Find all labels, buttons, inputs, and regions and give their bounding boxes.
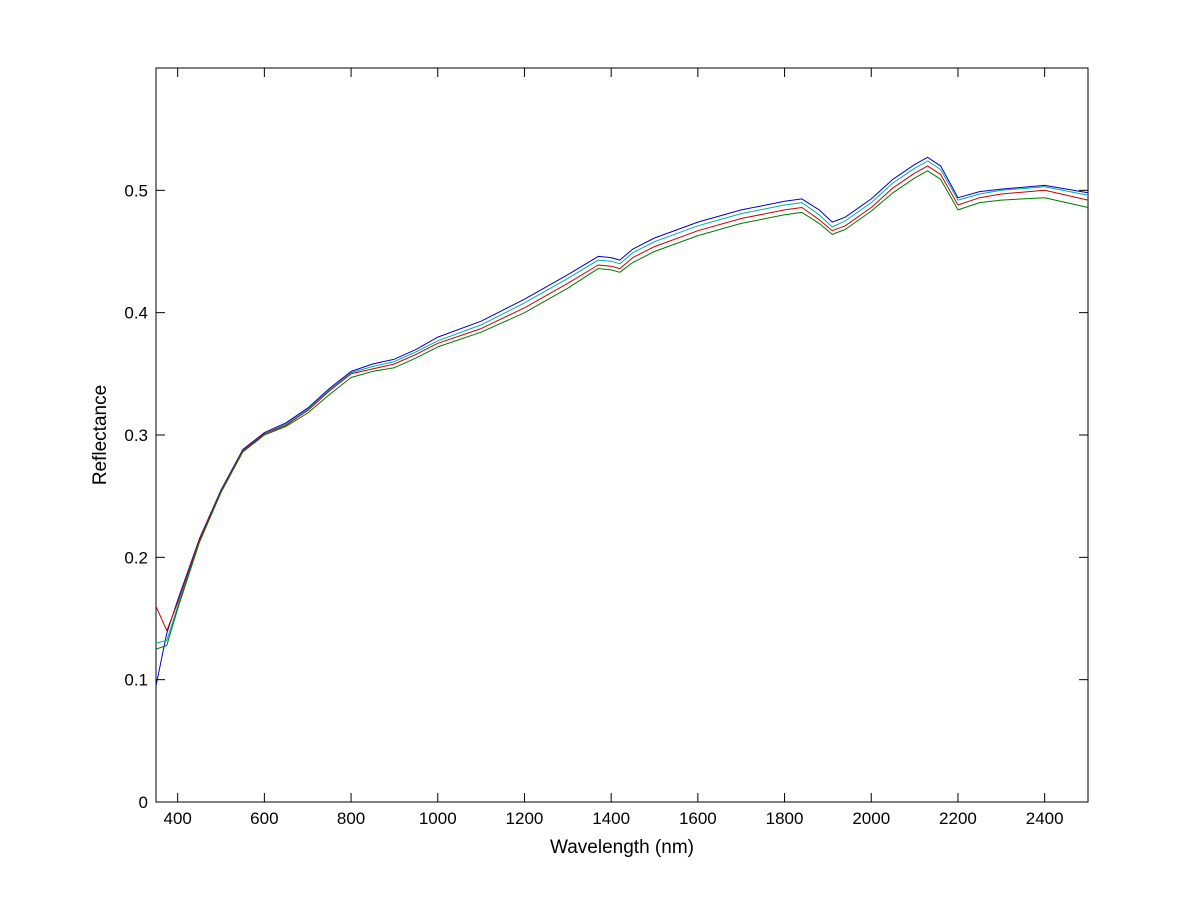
x-tick-label: 800	[337, 809, 365, 828]
x-axis-label: Wavelength (nm)	[550, 837, 694, 858]
y-tick-label: 0.3	[124, 426, 148, 445]
axis-ticks: 400 600 800 1000 1200 1400 1600 1800 2000 2200 240…	[124, 68, 1088, 828]
series-line-1	[155, 156, 1089, 686]
x-tick-label: 1600	[679, 809, 717, 828]
x-tick-label: 600	[250, 809, 278, 828]
x-tick-label: 1800	[766, 809, 804, 828]
series-group	[155, 156, 1089, 686]
x-tick-label: 2200	[939, 809, 977, 828]
plot-area	[155, 67, 1089, 803]
series-line-2	[155, 160, 1089, 644]
y-tick-label: 0.1	[124, 671, 148, 690]
x-tick-label: 2000	[852, 809, 890, 828]
y-tick-label: 0.4	[124, 304, 148, 323]
y-tick-label: 0	[139, 793, 148, 812]
x-tick-label: 1000	[419, 809, 457, 828]
series-line-4	[155, 170, 1089, 650]
x-tick-label: 400	[163, 809, 191, 828]
y-tick-label: 0.5	[124, 181, 148, 200]
series-line-3	[155, 165, 1089, 632]
x-tick-label: 1200	[506, 809, 544, 828]
x-tick-label: 2400	[1026, 809, 1064, 828]
x-tick-label: 1400	[592, 809, 630, 828]
y-tick-label: 0.2	[124, 548, 148, 567]
y-axis-label: Reflectance	[90, 385, 111, 485]
